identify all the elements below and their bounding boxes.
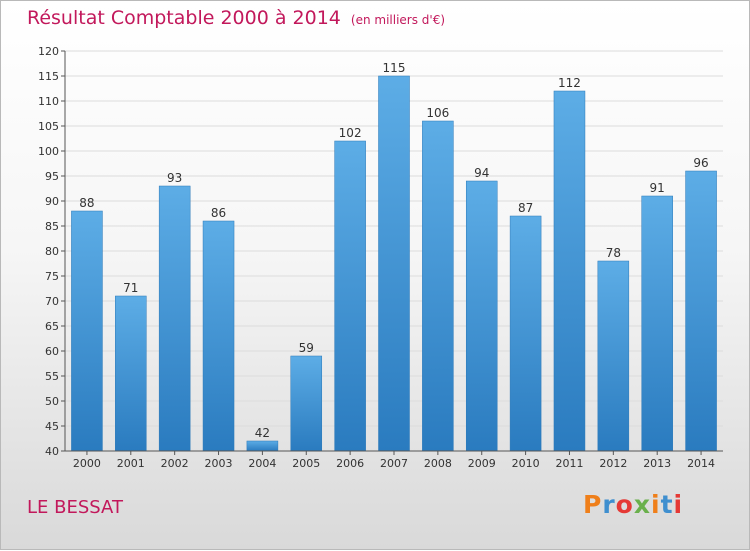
x-tick-label-2001: 2001 <box>117 457 145 470</box>
x-tick-label-2000: 2000 <box>73 457 101 470</box>
bar-2014 <box>685 170 717 452</box>
y-tick-label: 80 <box>45 245 59 258</box>
data-label-2008: 106 <box>426 106 449 120</box>
y-tick-label: 45 <box>45 420 59 433</box>
y-tick-label: 85 <box>45 220 59 233</box>
data-label-2009: 94 <box>474 166 489 180</box>
y-tick-label: 105 <box>38 120 59 133</box>
logo-letter: o <box>615 490 634 519</box>
logo-letter: t <box>660 490 674 519</box>
logo-letter: x <box>633 490 651 519</box>
data-label-2012: 78 <box>606 246 621 260</box>
bar-2006 <box>334 140 366 452</box>
data-label-2003: 86 <box>211 206 226 220</box>
x-tick-label-2003: 2003 <box>205 457 233 470</box>
bar-2000 <box>71 210 103 452</box>
bar-2012 <box>597 260 630 452</box>
bar-2013 <box>641 195 673 452</box>
y-tick-label: 120 <box>38 45 59 58</box>
logo-letter: P <box>583 490 603 519</box>
data-label-2001: 71 <box>123 281 138 295</box>
proxiti-logo: Proxiti <box>583 490 683 519</box>
y-tick-label: 95 <box>45 170 59 183</box>
data-label-2004: 42 <box>255 426 270 440</box>
y-tick-label: 110 <box>38 95 59 108</box>
bar-2002 <box>158 185 191 452</box>
bar-2003 <box>202 220 235 452</box>
x-tick-label-2005: 2005 <box>292 457 320 470</box>
data-label-2005: 59 <box>299 341 314 355</box>
data-label-2007: 115 <box>383 61 406 75</box>
x-tick-label-2012: 2012 <box>599 457 627 470</box>
data-label-2011: 112 <box>558 76 581 90</box>
chart-subtitle: (en milliers d'€) <box>350 13 446 27</box>
chart-title: Résultat Comptable 2000 à 2014 (en millie… <box>27 7 445 29</box>
x-tick-label-2007: 2007 <box>380 457 408 470</box>
y-tick-label: 90 <box>45 195 59 208</box>
x-tick-label-2013: 2013 <box>643 457 671 470</box>
y-tick-label: 65 <box>45 320 59 333</box>
data-label-2013: 91 <box>650 181 665 195</box>
bar-2001 <box>115 295 147 452</box>
logo-letter: r <box>602 490 616 519</box>
logo-letter: i <box>651 490 661 519</box>
y-tick-label: 70 <box>45 295 59 308</box>
x-tick-label-2008: 2008 <box>424 457 452 470</box>
y-tick-label: 50 <box>45 395 59 408</box>
commune-name: LE BESSAT <box>27 497 123 518</box>
x-tick-label-2002: 2002 <box>161 457 189 470</box>
x-tick-label-2009: 2009 <box>468 457 496 470</box>
bar-2009 <box>465 180 498 452</box>
data-label-2014: 96 <box>693 156 708 170</box>
logo-letter: i <box>673 490 684 519</box>
bar-2007 <box>378 75 410 452</box>
y-tick-label: 115 <box>38 70 59 83</box>
x-tick-label-2014: 2014 <box>687 457 715 470</box>
x-tick-label-2011: 2011 <box>555 457 583 470</box>
bar-2008 <box>422 120 454 452</box>
x-tick-label-2010: 2010 <box>512 457 540 470</box>
y-tick-label: 40 <box>45 445 59 458</box>
bar-2004 <box>246 440 279 452</box>
bar-2010 <box>509 215 542 452</box>
y-tick-label: 100 <box>38 145 59 158</box>
title-text: Résultat Comptable 2000 à 2014 <box>27 7 341 29</box>
bar-2011 <box>553 90 586 452</box>
x-tick-label-2006: 2006 <box>336 457 364 470</box>
y-tick-label: 75 <box>45 270 59 283</box>
data-label-2006: 102 <box>339 126 362 140</box>
data-label-2000: 88 <box>79 196 94 210</box>
data-label-2010: 87 <box>518 201 533 215</box>
y-tick-label: 60 <box>45 345 59 358</box>
x-tick-label-2004: 2004 <box>248 457 276 470</box>
y-tick-label: 55 <box>45 370 59 383</box>
bar-2005 <box>290 355 323 452</box>
data-label-2002: 93 <box>167 171 182 185</box>
